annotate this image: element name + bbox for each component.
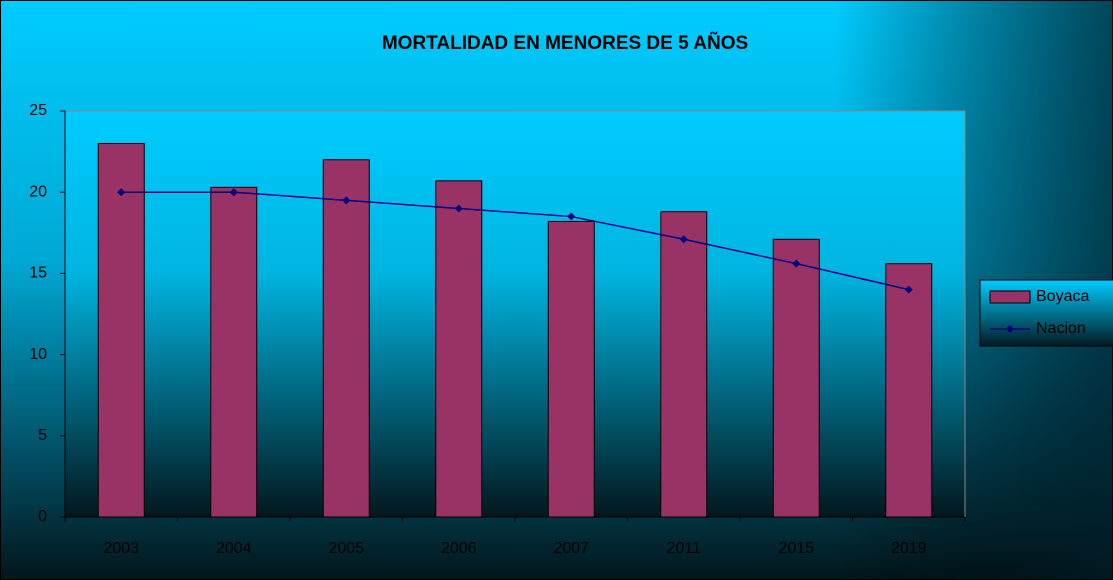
marker — [792, 259, 801, 268]
x-tick-label: 2007 — [553, 540, 589, 557]
legend — [979, 279, 1113, 347]
y-tick-label: 0 — [38, 508, 47, 525]
legend-swatch — [989, 290, 1031, 304]
marker — [904, 285, 913, 294]
y-tick-label: 5 — [38, 427, 47, 444]
legend-label: Boyaca — [1036, 288, 1089, 305]
marker — [229, 188, 238, 197]
bar — [210, 186, 258, 518]
marker — [454, 204, 463, 213]
marker — [342, 196, 351, 205]
chart-title: MORTALIDAD EN MENORES DE 5 AÑOS — [382, 32, 748, 54]
x-tick-label: 2011 — [667, 540, 702, 557]
y-tick-label: 10 — [29, 346, 47, 363]
y-tick-label: 20 — [29, 183, 47, 200]
x-tick-label: 2004 — [216, 540, 252, 557]
x-tick-label: 2005 — [328, 540, 364, 557]
y-tick-label: 25 — [29, 102, 47, 119]
bar — [772, 238, 820, 518]
legend-marker — [1006, 325, 1014, 333]
bar — [435, 180, 483, 518]
bar — [547, 220, 595, 518]
marker — [679, 235, 688, 244]
bar — [97, 142, 145, 518]
bar — [322, 159, 370, 518]
y-tick-label: 15 — [29, 265, 47, 282]
x-tick-label: 2003 — [103, 540, 139, 557]
x-tick-label: 2019 — [891, 540, 927, 557]
x-tick-label: 2006 — [441, 540, 477, 557]
plot-area — [64, 110, 966, 518]
marker — [567, 212, 576, 221]
legend-label: Nacion — [1036, 320, 1086, 337]
x-tick-label: 2015 — [778, 540, 814, 557]
bar — [885, 263, 933, 518]
line — [121, 191, 909, 291]
marker — [117, 188, 126, 197]
bar — [660, 211, 708, 518]
